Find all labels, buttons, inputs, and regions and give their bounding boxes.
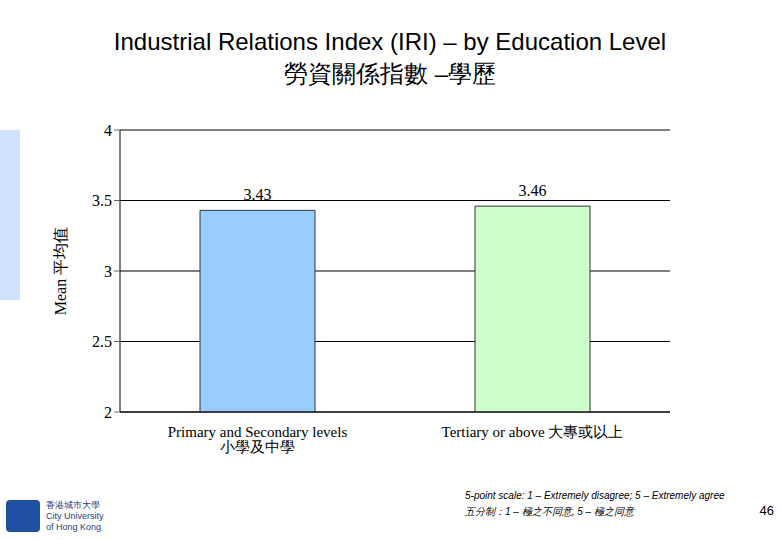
html-text:46: 46 — [759, 503, 774, 518]
html-text:五分制：1 – 極之不同意, 5 – 極之同意: 五分制：1 – 極之不同意, 5 – 極之同意 — [465, 506, 634, 517]
svg-text:2: 2 — [104, 404, 112, 421]
html-text:of Hong Kong: of Hong Kong — [46, 522, 101, 532]
svg-text:Mean 平均值: Mean 平均值 — [52, 227, 69, 315]
svg-text:2.5: 2.5 — [92, 333, 112, 350]
html-text:5-point scale: 1 – Extremely d: 5-point scale: 1 – Extremely disagree; 5… — [465, 490, 725, 501]
svg-text:3: 3 — [104, 263, 112, 280]
html-text:香港城市大學: 香港城市大學 — [46, 500, 100, 510]
html-text:City University: City University — [46, 511, 104, 521]
svg-text:Tertiary or above 大專或以上: Tertiary or above 大專或以上 — [442, 424, 624, 440]
svg-text:3.46: 3.46 — [519, 182, 547, 199]
svg-text:Primary and Secondary levels小學: Primary and Secondary levels小學及中學 — [168, 424, 348, 455]
html-text:Industrial Relations Index (IR: Industrial Relations Index (IRI) – by Ed… — [113, 28, 667, 55]
svg-text:3.5: 3.5 — [92, 192, 112, 209]
svg-text:3.43: 3.43 — [244, 186, 272, 203]
svg-text:4: 4 — [104, 122, 112, 139]
html-text:勞資關係指數 –學歷: 勞資關係指數 –學歷 — [284, 60, 496, 87]
